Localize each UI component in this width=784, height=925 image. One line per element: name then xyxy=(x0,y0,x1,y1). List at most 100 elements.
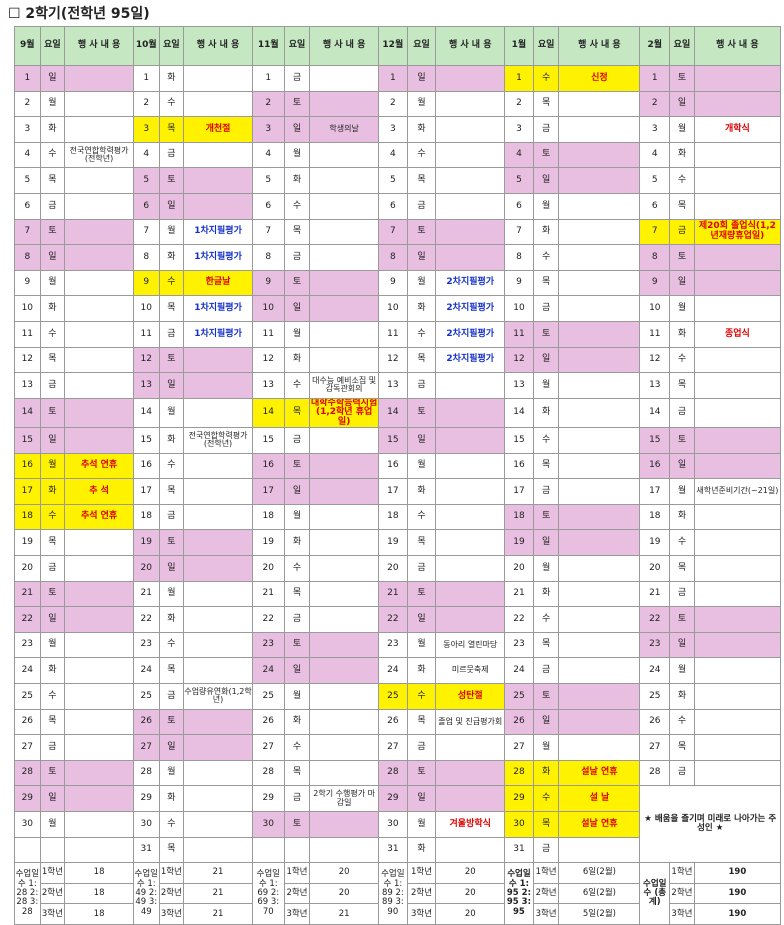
event-cell xyxy=(558,244,641,271)
weekday-cell: 수 xyxy=(158,810,185,838)
weekday-cell: 목 xyxy=(669,372,695,399)
weekday-cell: 금 xyxy=(158,141,185,169)
summary-count: 6일(2월) xyxy=(558,882,641,905)
event-cell xyxy=(558,295,641,322)
weekday-header: 요일 xyxy=(669,26,695,66)
date-cell: 8 xyxy=(14,244,41,271)
date-cell: 4 xyxy=(639,141,671,169)
date-cell: 3 xyxy=(14,116,41,143)
date-cell: 24 xyxy=(377,657,408,684)
event-cell xyxy=(309,529,379,556)
date-cell: 4 xyxy=(132,141,160,169)
date-cell: 6 xyxy=(251,192,285,220)
weekday-cell: 목 xyxy=(406,167,437,194)
event-cell xyxy=(435,397,506,429)
summary-count: 21 xyxy=(183,882,253,905)
weekday-cell: 화 xyxy=(283,167,311,194)
event-cell xyxy=(435,116,506,143)
calendar-row: 15 일 15 화 전국연합학력평가(전학년) 15 금 15 일 15 수 15 토 xyxy=(14,427,782,454)
date-cell: 18 xyxy=(377,503,408,531)
weekday-cell: 수 xyxy=(39,320,66,348)
date-cell: 6 xyxy=(132,192,160,220)
date-cell: 2 xyxy=(132,90,160,118)
weekday-cell: 월 xyxy=(39,810,66,838)
date-cell: 8 xyxy=(251,244,285,271)
date-cell: 16 xyxy=(14,452,41,480)
date-cell: 19 xyxy=(251,529,285,556)
date-cell: 25 xyxy=(251,682,285,710)
date-cell: 25 xyxy=(132,682,160,710)
date-cell: 5 xyxy=(504,167,534,194)
event-cell xyxy=(183,167,253,194)
date-cell: 21 xyxy=(14,580,41,608)
date-cell: 14 xyxy=(251,397,285,429)
event-cell xyxy=(64,708,134,736)
date-cell: 11 xyxy=(251,320,285,348)
academic-calendar: 9월 요일 행 사 내 용 10월 요일 행 사 내 용 11월 요일 행 사 내 용 12월 요일… xyxy=(14,26,782,925)
event-cell xyxy=(64,218,134,246)
summary-label: 수업일수 (총계) xyxy=(639,862,671,925)
calendar-row: 8 일 8 화 1차지필평가 8 금 8 일 8 수 8 토 xyxy=(14,244,782,271)
date-cell: 17 xyxy=(639,478,671,505)
event-cell xyxy=(435,503,506,531)
date-cell: 2 xyxy=(504,90,534,118)
summary-count: 190 xyxy=(693,882,782,905)
event-cell xyxy=(64,555,134,582)
date-cell: 5 xyxy=(377,167,408,194)
date-cell: 19 xyxy=(504,529,534,556)
event-cell xyxy=(558,708,641,736)
summary-label: 수업일수 1: 89 2: 89 3: 90 xyxy=(377,862,408,925)
weekday-header: 요일 xyxy=(283,26,311,66)
weekday-cell: 월 xyxy=(532,734,560,761)
date-cell: 3 xyxy=(132,116,160,143)
date-cell: 20 xyxy=(377,555,408,582)
calendar-row: 28 토 28 월 28 목 28 토 28 화 설날 연휴 28 금 xyxy=(14,759,782,787)
weekday-cell: 금 xyxy=(158,503,185,531)
event-cell: 설날 연휴 xyxy=(558,759,641,787)
date-cell: 16 xyxy=(504,452,534,480)
summary-count: 20 xyxy=(309,862,379,884)
weekday-cell: 화 xyxy=(669,141,695,169)
event-cell xyxy=(309,452,379,480)
month-header: 1월 xyxy=(504,26,534,66)
weekday-header: 요일 xyxy=(39,26,66,66)
date-cell: 30 xyxy=(251,810,285,838)
event-cell: 대학수학능력시험(1,2학년 휴업일) xyxy=(309,397,379,429)
event-cell xyxy=(183,503,253,531)
event-cell xyxy=(558,320,641,348)
weekday-cell: 토 xyxy=(283,269,311,297)
date-cell: 3 xyxy=(377,116,408,143)
date-cell: 24 xyxy=(14,657,41,684)
event-cell xyxy=(309,244,379,271)
weekday-cell: 월 xyxy=(669,478,695,505)
date-cell: 15 xyxy=(14,427,41,454)
date-cell: 23 xyxy=(132,631,160,659)
event-cell xyxy=(183,397,253,429)
date-cell: 26 xyxy=(132,708,160,736)
weekday-cell: 수 xyxy=(532,606,560,633)
page-title: ☐ 2학기(전학년 95일) xyxy=(8,6,150,22)
calendar-row: 27 금 27 일 27 수 27 금 27 월 27 목 xyxy=(14,734,782,761)
date-cell: 15 xyxy=(639,427,671,454)
weekday-cell: 금 xyxy=(532,478,560,505)
weekday-cell: 수 xyxy=(39,503,66,531)
weekday-header: 요일 xyxy=(158,26,185,66)
date-cell: 19 xyxy=(639,529,671,556)
month-header: 10월 xyxy=(132,26,160,66)
date-cell: 30 xyxy=(14,810,41,838)
summary-grade: 3학년 xyxy=(158,903,185,925)
weekday-cell: 일 xyxy=(283,657,311,684)
weekday-cell: 월 xyxy=(283,320,311,348)
date-cell: 29 xyxy=(14,785,41,812)
weekday-cell: 목 xyxy=(669,555,695,582)
date-cell: 27 xyxy=(132,734,160,761)
event-cell xyxy=(183,631,253,659)
date-cell: 19 xyxy=(377,529,408,556)
date-cell: 5 xyxy=(132,167,160,194)
weekday-cell: 일 xyxy=(406,785,437,812)
date-cell: 18 xyxy=(251,503,285,531)
weekday-cell: 일 xyxy=(283,116,311,143)
event-cell xyxy=(309,320,379,348)
event-cell xyxy=(558,734,641,761)
